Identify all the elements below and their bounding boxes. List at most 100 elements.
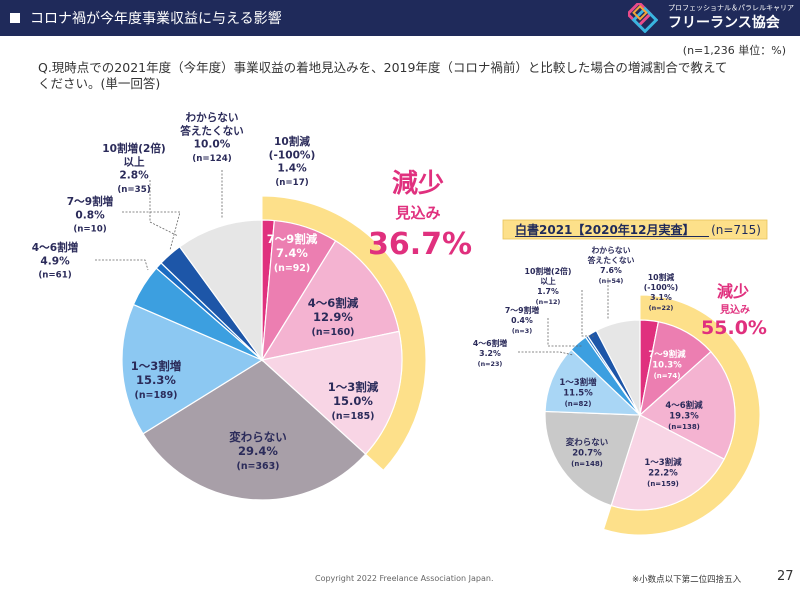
slice-label-5-line: 20.7%: [572, 449, 602, 459]
slice-label-9-line: 10割増(2倍): [102, 142, 165, 155]
slice-label-2-line: 7〜9割減: [267, 232, 318, 246]
slice-label-9-line: 2.8%: [119, 170, 149, 182]
slice-label-6: 1〜3割増 11.5% (n=82): [559, 377, 597, 408]
slice-label-10: わからない答えたくない 7.6% (n=54): [588, 246, 635, 285]
slice-label-4: 1〜3割減 22.2% (n=159): [644, 457, 682, 488]
leader-line-9: [149, 180, 179, 237]
slice-label-9: 10割増(2倍)以上 1.7% (n=12): [525, 266, 572, 306]
slice-label-7: 4〜6割増 4.9% (n=61): [32, 241, 79, 281]
slice-label-8-line: 0.4%: [511, 316, 533, 325]
slice-label-6-line: 1〜3割増: [131, 359, 182, 373]
leader-line-8: [547, 318, 582, 347]
chart-title-box: [502, 219, 768, 240]
slice-label-4-line: 15.0%: [333, 394, 373, 408]
slice-label-10-line: わからない: [186, 112, 239, 124]
slice-label-7-line: 4.9%: [40, 255, 70, 267]
slice-label-10-line: 答えたくない: [180, 124, 243, 137]
pie-slice-3: [260, 240, 400, 361]
slice-label-4-line: 1〜3割減: [328, 380, 379, 394]
logo-icon: [628, 3, 658, 33]
slice-label-2-line: 7〜9割減: [648, 349, 686, 360]
slice-label-5-line: 変わらない: [229, 430, 287, 444]
slice-label-6-line: (n=82): [565, 400, 592, 408]
slice-label-4-line: (n=185): [332, 411, 375, 422]
slice-label-10-line: (n=124): [192, 154, 231, 164]
slice-label-3-line: 4〜6割減: [308, 296, 359, 310]
slice-label-8-line: 0.8%: [75, 209, 105, 221]
rounding-note: ※小数点以下第二位四捨五入: [632, 575, 742, 585]
leader-line-9: [581, 290, 594, 337]
pie-slice-6: [544, 348, 642, 416]
slice-label-1-line: 1.4%: [277, 163, 307, 175]
slice-label-8-line: 7〜9割増: [67, 195, 114, 208]
slice-label-6: 1〜3割増 15.3% (n=189): [131, 359, 182, 401]
slice-label-2-line: (n=74): [654, 372, 681, 380]
slice-label-10-line: 10.0%: [194, 139, 231, 151]
slice-label-2-line: 7.4%: [276, 246, 308, 260]
pie-slice-3: [638, 350, 736, 460]
slice-label-5: 変わらない 20.7% (n=148): [566, 437, 609, 468]
slice-label-7-line: 3.2%: [479, 349, 501, 358]
chart-title-n: (n=715): [711, 223, 761, 237]
pie-slice-10: [178, 219, 263, 362]
slice-label-3-line: (n=160): [312, 327, 355, 338]
slice-label-8-line: (n=3): [512, 327, 532, 335]
slice-label-1-line: (n=17): [275, 178, 308, 188]
slice-label-2: 7〜9割減 10.3% (n=74): [648, 349, 686, 380]
slice-label-1-line: (-100%): [269, 149, 316, 161]
page-number: 27: [777, 569, 794, 584]
unit-note: (n=1,236 単位：%): [682, 44, 786, 57]
pie-slice-5: [544, 410, 641, 507]
slice-label-8-line: 7〜9割増: [505, 305, 539, 315]
slice-label-9-line: 10割増(2倍): [525, 266, 572, 276]
leader-line-7: [518, 351, 574, 356]
slice-label-7-line: 4〜6割増: [32, 241, 79, 254]
slice-label-1-line: 10割減: [274, 135, 310, 148]
slice-label-8-line: (n=10): [73, 225, 106, 235]
slice-label-8: 7〜9割増 0.4% (n=3): [505, 305, 539, 335]
slice-label-3-line: 19.3%: [669, 412, 699, 422]
pie-slice-6: [121, 303, 264, 435]
leader-line-7: [95, 259, 149, 271]
slice-label-4-line: 1〜3割減: [644, 457, 682, 468]
slice-label-10: わからない答えたくない 10.0% (n=124): [180, 112, 243, 164]
slice-label-9: 10割増(2倍)以上 2.8% (n=35): [102, 142, 165, 195]
slice-label-9-line: 以上: [123, 155, 145, 168]
slice-label-5-line: 変わらない: [566, 437, 609, 448]
chart-title: 白書2021【2020年12月実査】: [515, 222, 695, 237]
slice-label-6-line: (n=189): [135, 390, 178, 401]
slice-label-7: 4〜6割増 3.2% (n=23): [473, 338, 507, 368]
slice-label-1: 10割減(-100%) 3.1% (n=22): [644, 272, 679, 312]
slice-label-5: 変わらない 29.4% (n=363): [229, 430, 287, 472]
slice-label-4-line: 22.2%: [648, 469, 678, 479]
pie-slice-5: [142, 359, 367, 501]
logo-name: フリーランス協会: [668, 15, 780, 31]
pie-slice-4: [260, 330, 403, 455]
slice-label-6-line: 11.5%: [563, 389, 593, 399]
question-text: Q.現時点での2021年度（今年度）事業収益の着地見込みを、2019年度（コロナ…: [38, 60, 728, 91]
slice-label-6-line: 15.3%: [136, 373, 176, 387]
slice-label-4: 1〜3割減 15.0% (n=185): [328, 380, 379, 422]
decrease-value: 36.7%: [368, 227, 472, 262]
slice-label-1-line: 3.1%: [650, 293, 672, 302]
logo-subtitle: プロフェッショナル＆パラレルキャリア: [668, 4, 794, 12]
decrease-value: 55.0%: [701, 317, 767, 339]
slice-label-9-line: 1.7%: [537, 287, 559, 296]
decrease-label: 減少: [392, 169, 444, 199]
slice-label-7-line: (n=61): [38, 271, 71, 281]
slice-label-10-line: 7.6%: [600, 266, 622, 275]
pie-slice-4: [610, 414, 725, 511]
page-title-text: コロナ禍が今年度事業収益に与える影響: [30, 11, 282, 27]
slice-label-3: 4〜6割減 12.9% (n=160): [308, 296, 359, 338]
slice-label-4-line: (n=159): [647, 480, 679, 488]
pie-slice-10: [595, 319, 641, 416]
decrease-sublabel: 見込み: [719, 303, 750, 316]
slice-label-5-line: (n=363): [237, 461, 280, 472]
slice-label-5-line: 29.4%: [238, 444, 278, 458]
leader-line-8: [122, 211, 181, 251]
slice-label-8: 7〜9割増 0.8% (n=10): [67, 195, 114, 235]
slice-label-1-line: (-100%): [644, 283, 679, 292]
